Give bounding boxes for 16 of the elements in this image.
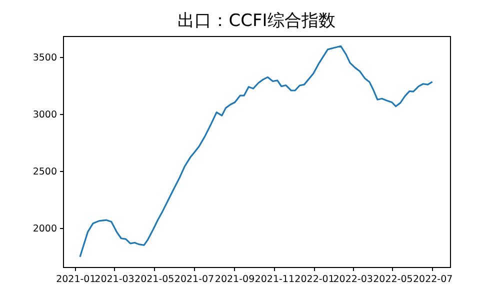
x-tick-label: 2021-03 — [94, 274, 134, 285]
x-tick-label: 2022-05 — [373, 274, 413, 285]
x-tick-label: 2022-01 — [294, 274, 334, 285]
line-series — [79, 45, 434, 258]
x-tick-label: 2021-01 — [56, 274, 96, 285]
chart-title: 出口：CCFI综合指数 — [178, 11, 336, 31]
x-tick-label: 2021-09 — [214, 274, 255, 285]
x-tick-label: 2021-11 — [254, 274, 294, 285]
y-tick-label: 3000 — [32, 109, 57, 120]
y-tick-label: 3500 — [32, 52, 57, 64]
x-tick-label: 2021-05 — [134, 274, 174, 285]
x-tick-label: 2022-03 — [333, 274, 373, 285]
x-tick-label: 2022-07 — [413, 274, 453, 285]
y-tick-label: 2000 — [32, 224, 57, 235]
y-tick-label: 2500 — [32, 166, 57, 178]
x-tick-label: 2021-07 — [174, 274, 214, 285]
